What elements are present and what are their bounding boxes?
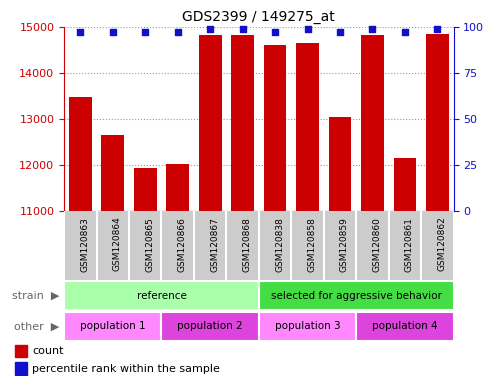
Point <box>271 29 279 35</box>
Bar <box>393 158 416 211</box>
Point <box>401 29 409 35</box>
Text: selected for aggressive behavior: selected for aggressive behavior <box>271 291 442 301</box>
Text: GSM120859: GSM120859 <box>340 217 349 271</box>
Text: GSM120864: GSM120864 <box>113 217 122 271</box>
Point <box>239 26 246 32</box>
Bar <box>361 35 384 211</box>
Bar <box>102 135 124 211</box>
Text: percentile rank within the sample: percentile rank within the sample <box>32 364 220 374</box>
Text: GSM120865: GSM120865 <box>145 217 154 271</box>
Bar <box>69 97 92 211</box>
Point <box>336 29 344 35</box>
Text: GSM120866: GSM120866 <box>177 217 187 271</box>
Text: GSM120858: GSM120858 <box>308 217 317 271</box>
Bar <box>356 312 454 341</box>
Text: population 2: population 2 <box>177 321 243 331</box>
Point <box>206 26 214 32</box>
Point <box>174 29 181 35</box>
Bar <box>64 281 259 310</box>
Bar <box>296 43 319 211</box>
Bar <box>259 312 356 341</box>
Point <box>368 26 376 32</box>
Bar <box>329 117 352 211</box>
Bar <box>426 34 449 211</box>
Bar <box>15 362 27 375</box>
Bar <box>231 35 254 211</box>
Text: population 4: population 4 <box>372 321 438 331</box>
Text: GSM120862: GSM120862 <box>437 217 446 271</box>
Bar <box>64 312 161 341</box>
Text: GSM120838: GSM120838 <box>275 217 284 271</box>
Title: GDS2399 / 149275_at: GDS2399 / 149275_at <box>182 10 335 25</box>
Text: GSM120868: GSM120868 <box>243 217 251 271</box>
Bar <box>259 281 454 310</box>
Point <box>76 29 84 35</box>
Point <box>141 29 149 35</box>
Bar <box>199 35 221 211</box>
Text: population 1: population 1 <box>80 321 145 331</box>
Bar <box>161 312 259 341</box>
Text: GSM120867: GSM120867 <box>210 217 219 271</box>
Text: other  ▶: other ▶ <box>14 321 59 331</box>
Text: GSM120860: GSM120860 <box>372 217 382 271</box>
Point <box>304 26 312 32</box>
Text: reference: reference <box>137 291 186 301</box>
Text: GSM120863: GSM120863 <box>80 217 89 271</box>
Point <box>109 29 117 35</box>
Bar <box>166 164 189 211</box>
Bar <box>264 45 286 211</box>
Text: population 3: population 3 <box>275 321 340 331</box>
Text: count: count <box>32 346 64 356</box>
Text: GSM120861: GSM120861 <box>405 217 414 271</box>
Text: strain  ▶: strain ▶ <box>12 291 59 301</box>
Bar <box>134 168 157 211</box>
Point <box>433 26 441 32</box>
Bar <box>15 345 27 358</box>
